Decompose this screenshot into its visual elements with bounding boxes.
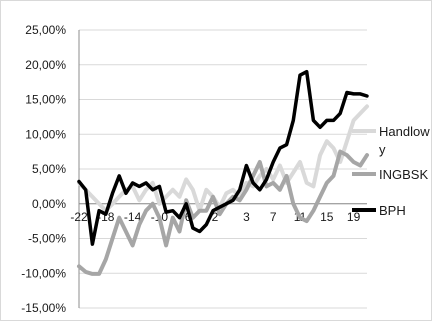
y-tick-label: 15,00%: [25, 93, 66, 107]
y-tick-label: -15,00%: [21, 301, 66, 315]
x-tick-label: -6: [181, 210, 192, 224]
legend-label: y: [379, 142, 386, 157]
legend-label: BPH: [379, 203, 406, 218]
x-tick-label: 15: [320, 210, 334, 224]
legend-label: Handlow: [379, 124, 430, 139]
y-tick-label: -10,00%: [21, 266, 66, 280]
x-tick-label: -2: [208, 210, 219, 224]
x-tick-label: 3: [243, 210, 250, 224]
series-line-ingbsk: [77, 149, 369, 276]
x-tick-label: 19: [347, 210, 361, 224]
y-tick-label: -5,00%: [28, 232, 66, 246]
y-tick-label: 5,00%: [32, 162, 66, 176]
x-tick-label: -14: [124, 210, 142, 224]
y-tick-label: 25,00%: [25, 23, 66, 37]
y-tick-label: 0,00%: [32, 197, 66, 211]
series-line-bph: [77, 69, 369, 246]
x-tick-label: 7: [270, 210, 277, 224]
legend-label: INGBSK: [379, 167, 428, 182]
x-tick-label: -22: [70, 210, 88, 224]
y-tick-label: 10,00%: [25, 127, 66, 141]
y-tick-label: 20,00%: [25, 58, 66, 72]
